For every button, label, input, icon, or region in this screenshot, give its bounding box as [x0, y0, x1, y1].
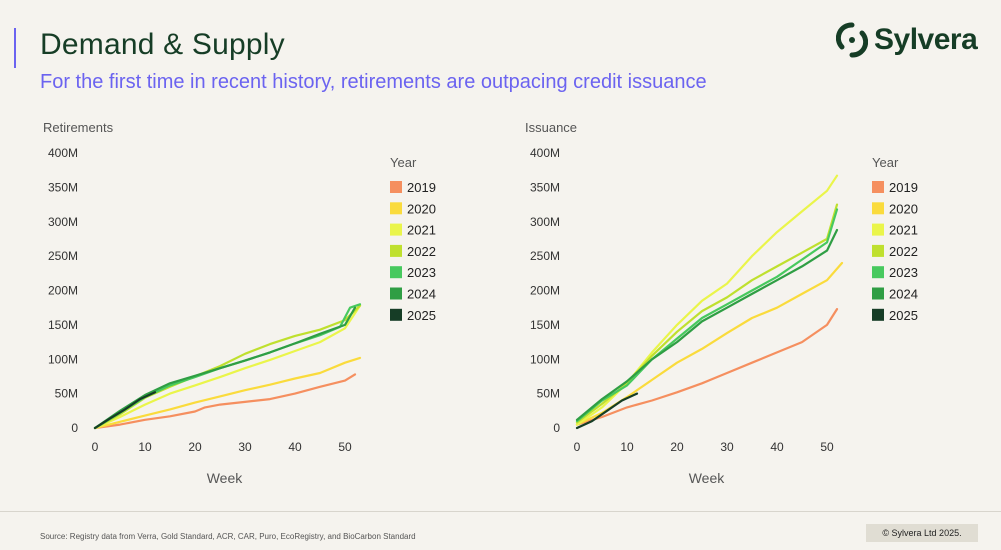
series-line-2025 [575, 392, 639, 430]
y-tick-label: 350M [530, 180, 560, 194]
brand-name: Sylvera [874, 23, 978, 56]
legend-label-2025: 2025 [407, 308, 436, 323]
legend-label-2020: 2020 [889, 201, 918, 216]
legend-label-2021: 2021 [889, 223, 918, 238]
y-tick-label: 150M [530, 318, 560, 332]
legend-swatch-2023 [872, 266, 884, 279]
legend-swatch-2023 [390, 266, 402, 279]
legend-swatch-2022 [872, 244, 884, 257]
x-tick-label: 10 [620, 440, 634, 454]
legend-label-2023: 2023 [889, 265, 918, 280]
legend-label-2025: 2025 [889, 308, 918, 323]
x-axis-label: Week [689, 470, 726, 486]
brand-logo: Sylvera [836, 20, 978, 60]
x-tick-label: 20 [188, 440, 202, 454]
series-line-2024 [575, 228, 839, 421]
series-line-2020 [575, 261, 844, 426]
y-tick-label: 300M [530, 215, 560, 229]
y-tick-label: 100M [48, 352, 78, 366]
x-tick-label: 0 [92, 440, 99, 454]
legend-label-2019: 2019 [889, 180, 918, 195]
issuance-chart: Issuance 0 50M 100M 150M 200M 250M 300M 350M 400M… [525, 120, 918, 486]
copyright-badge: © Sylvera Ltd 2025. [866, 524, 978, 542]
x-tick-label: 20 [670, 440, 684, 454]
series-line-2023 [575, 208, 839, 423]
y-tick-label: 0 [553, 421, 560, 435]
x-tick-label: 40 [770, 440, 784, 454]
series-line-2019 [575, 308, 839, 426]
y-axis-label: Retirements [43, 120, 114, 135]
x-tick-label: 50 [338, 440, 352, 454]
legend-swatch-2025 [390, 308, 402, 321]
y-tick-label: 400M [530, 146, 560, 160]
series-line-2025 [93, 391, 157, 430]
y-tick-label: 350M [48, 180, 78, 194]
title-accent-bar [14, 28, 16, 68]
y-tick-label: 50M [55, 387, 78, 401]
x-tick-label: 0 [574, 440, 581, 454]
x-axis-label: Week [207, 470, 244, 486]
y-tick-label: 200M [48, 284, 78, 298]
x-tick-label: 30 [720, 440, 734, 454]
legend-title: Year [872, 155, 899, 170]
y-tick-label: 250M [48, 249, 78, 263]
legend-label-2022: 2022 [407, 244, 436, 259]
legend-swatch-2020 [390, 202, 402, 215]
legend-label-2022: 2022 [889, 244, 918, 259]
series-line-2019 [93, 373, 357, 430]
legend-label-2024: 2024 [889, 287, 918, 302]
legend-swatch-2024 [390, 287, 402, 300]
page-title: Demand & Supply [40, 28, 285, 61]
legend-swatch-2025 [872, 308, 884, 321]
x-tick-label: 40 [288, 440, 302, 454]
legend-label-2021: 2021 [407, 223, 436, 238]
legend-swatch-2019 [872, 181, 884, 193]
legend-swatch-2024 [872, 287, 884, 300]
y-tick-label: 50M [537, 387, 560, 401]
legend-label-2023: 2023 [407, 265, 436, 280]
series-line-2021 [93, 304, 362, 430]
series-line-2021 [575, 174, 839, 426]
series-line-2020 [93, 356, 362, 430]
legend-title: Year [390, 155, 417, 170]
x-tick-label: 30 [238, 440, 252, 454]
y-tick-label: 250M [530, 249, 560, 263]
legend-swatch-2021 [872, 223, 884, 236]
legend-label-2024: 2024 [407, 287, 436, 302]
x-tick-label: 10 [138, 440, 152, 454]
retirements-chart: Retirements 0 50M 100M 150M 200M 250M 300M 350M 4… [43, 120, 436, 486]
y-tick-label: 200M [530, 284, 560, 298]
legend-swatch-2022 [390, 244, 402, 257]
x-tick-label: 50 [820, 440, 834, 454]
y-tick-label: 400M [48, 146, 78, 160]
legend-label-2019: 2019 [407, 180, 436, 195]
legend-swatch-2019 [390, 181, 402, 193]
sylvera-logo-icon [836, 22, 868, 58]
legend-swatch-2021 [390, 223, 402, 236]
source-note: Source: Registry data from Verra, Gold S… [40, 532, 416, 541]
footer-divider [0, 511, 1001, 512]
y-tick-label: 100M [530, 352, 560, 366]
y-tick-label: 300M [48, 215, 78, 229]
page-subtitle: For the first time in recent history, re… [40, 71, 707, 93]
legend-swatch-2020 [872, 202, 884, 215]
y-tick-label: 150M [48, 318, 78, 332]
y-tick-label: 0 [71, 421, 78, 435]
y-axis-label: Issuance [525, 120, 577, 135]
legend-label-2020: 2020 [407, 201, 436, 216]
